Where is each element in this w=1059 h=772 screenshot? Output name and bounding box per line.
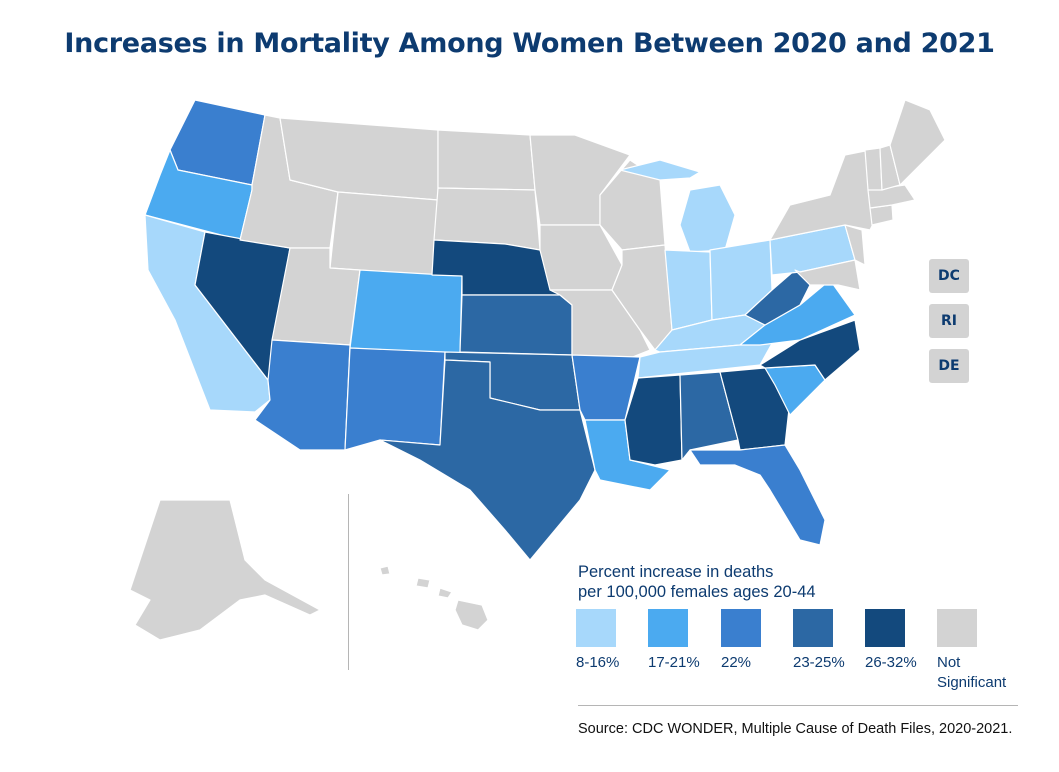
state-co — [349, 269, 463, 356]
state-fl — [689, 444, 826, 546]
legend-item: 22% — [721, 609, 761, 671]
legend-label: 26-32% — [865, 654, 917, 671]
legend-swatch — [793, 609, 833, 647]
state-nd — [437, 129, 536, 191]
state-hi — [379, 565, 489, 631]
state-in — [664, 249, 713, 331]
source-divider — [578, 705, 1018, 706]
legend-label: 17-21% — [648, 654, 700, 671]
state-ny — [769, 149, 881, 241]
legend-label: 22% — [721, 654, 752, 671]
alaska-divider — [348, 494, 349, 670]
state-vt — [864, 147, 883, 191]
state-va — [739, 279, 856, 346]
legend-item: 23-25% — [793, 609, 845, 671]
legend-title: Percent increase in deaths per 100,000 f… — [578, 562, 816, 602]
state-nm — [344, 347, 446, 451]
state-nc — [759, 319, 861, 381]
legend-item: 26-32% — [865, 609, 917, 671]
map-title: Increases in Mortality Among Women Betwe… — [64, 28, 995, 59]
legend-label: 23-25% — [793, 654, 845, 671]
legend-swatch — [648, 609, 688, 647]
legend-label: 8-16% — [576, 654, 620, 671]
state-al — [679, 371, 739, 461]
legend-item: 8-16% — [576, 609, 619, 671]
source-note: Source: CDC WONDER, Multiple Cause of De… — [578, 721, 1013, 737]
legend-label: Not Significant — [937, 654, 1007, 691]
state-tx — [379, 359, 596, 561]
state-wy — [329, 191, 439, 276]
state-ks — [459, 294, 573, 356]
small-state-dc: DC — [929, 259, 969, 293]
legend-swatch — [721, 609, 761, 647]
legend-swatch — [937, 609, 977, 647]
state-nj — [844, 224, 866, 266]
legend-title-line-1: Percent increase in deaths — [578, 563, 774, 581]
state-me — [889, 99, 946, 186]
small-state-ri: RI — [929, 304, 969, 338]
state-ak — [129, 499, 321, 641]
legend-item: 17-21% — [648, 609, 700, 671]
legend-title-line-2: per 100,000 females ages 20-44 — [578, 583, 816, 601]
legend-item: Not Significant — [937, 609, 1006, 691]
legend-swatch — [576, 609, 616, 647]
legend-swatch — [865, 609, 905, 647]
small-state-de: DE — [929, 349, 969, 383]
state-ms — [624, 374, 683, 466]
